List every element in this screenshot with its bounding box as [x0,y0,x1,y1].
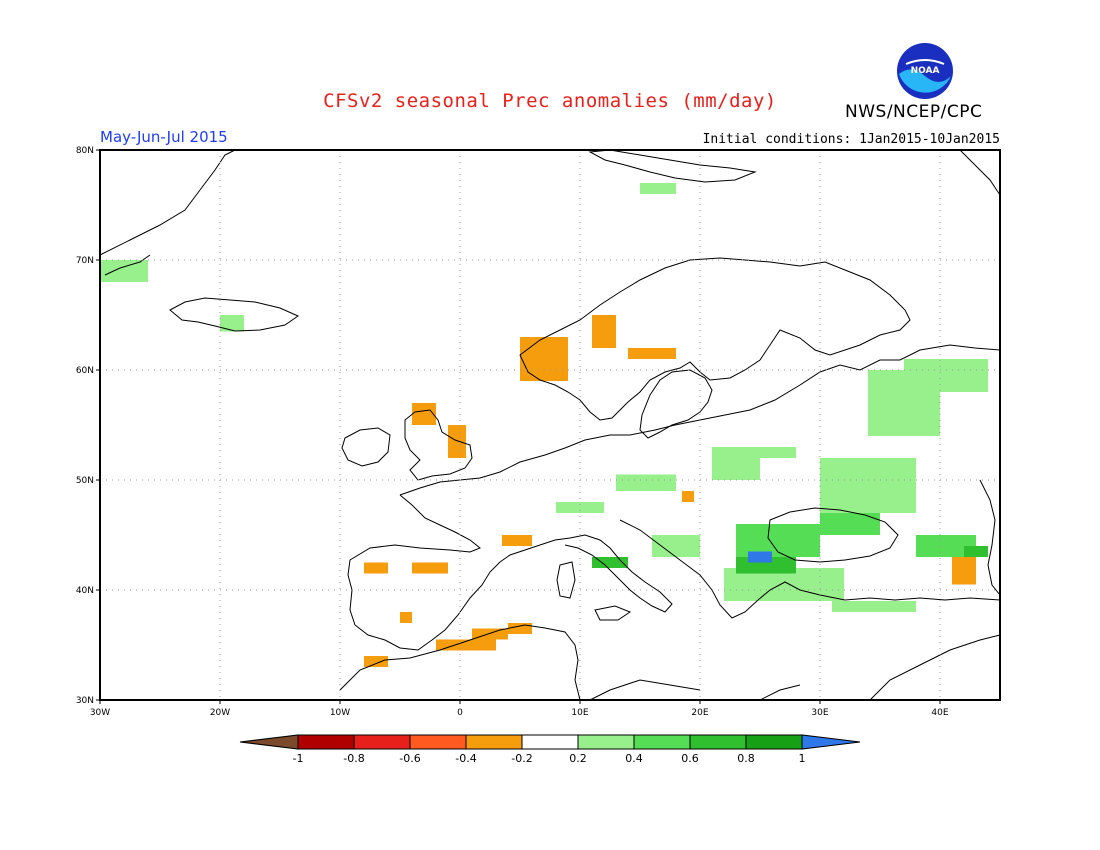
lon-tick-label: 0 [457,708,463,718]
colorbar-swatch [521,734,579,750]
lon-tick-label: 10W [330,708,350,718]
anomaly-cell [364,656,388,667]
anomaly-cell [364,562,388,574]
colorbar-label: -0.4 [455,752,476,765]
lon-tick-label: 30E [811,708,828,718]
anomaly-cell [400,612,412,623]
anomaly-cell [628,348,676,359]
map-frame [99,149,1001,701]
caspian-coastline [979,479,1001,596]
baltic-coastline [639,369,713,439]
anomaly-cell [100,260,148,282]
lon-tick-label: 10E [571,708,588,718]
anomaly-cell [640,183,676,194]
anomaly-cell [652,535,700,557]
colorbar-label: 0.2 [569,752,587,765]
colorbar-label: -0.6 [399,752,420,765]
noaa-logo-text: NOAA [911,66,940,76]
organization-label: NWS/NCEP/CPC [845,102,983,122]
iceland-coastline [169,297,300,332]
lon-tick-label: 20W [210,708,230,718]
lat-tick-label: 40N [76,586,94,596]
initial-conditions-label: Initial conditions: 1Jan2015-10Jan2015 [702,132,1000,147]
italy-coastline [539,534,673,613]
colorbar-swatch [745,734,803,750]
lat-tick-label: 50N [76,476,94,486]
sardinia-coastline [556,561,576,599]
lon-tick-label: 30W [90,708,110,718]
europe-coastline [399,344,1001,496]
colorbar: -1 -0.8 -0.6 -0.4 -0.2 0.2 0.4 0.6 0.8 1 [239,734,861,765]
anomaly-cell [682,491,694,502]
anomaly-cell [520,337,568,381]
colorbar-swatch [689,734,747,750]
greenland-coastline [99,149,236,276]
lat-tick-label: 30N [76,696,94,706]
anomaly-cell [832,601,916,612]
ireland-coastline [341,427,391,467]
colorbar-swatch [353,734,411,750]
lat-tick-label: 60N [76,366,94,376]
anomaly-cell [502,535,532,546]
balkans-coastline [619,519,1001,619]
colorbar-swatch [297,734,355,750]
anomaly-cell [592,557,628,568]
anomaly-cell [556,502,604,513]
svalbard-coastline [588,149,757,183]
colorbar-swatch [577,734,635,750]
black-sea-coastline [767,507,899,563]
grid-layer [100,150,1000,700]
colorbar-min-arrow [239,734,299,750]
colorbar-label: 1 [799,752,806,765]
anomaly-cell [220,315,244,332]
colorbar-label: 0.8 [737,752,755,765]
scandinavia-coastline [519,257,911,421]
anomaly-cell [448,425,466,458]
north-africa-coastline [339,624,1001,701]
colorbar-swatch [409,734,467,750]
anomaly-cell [904,359,988,392]
colorbar-swatch [633,734,691,750]
sicily-coastline [594,605,632,621]
anomaly-cell [592,315,616,348]
colorbar-label: -0.2 [511,752,532,765]
anomaly-cell [820,513,880,535]
colorbar-label: 0.4 [625,752,643,765]
novaya-zemlya-coastline [959,149,1001,196]
anomaly-cell [412,562,448,574]
anomaly-cell [916,535,976,557]
season-label: May-Jun-Jul 2015 [100,128,228,146]
colorbar-label: 0.6 [681,752,699,765]
coastline-layer [99,149,1001,701]
anomaly-layer [100,183,988,667]
anomaly-cell [952,557,976,585]
anomaly-cell [436,639,496,651]
anomaly-cell [748,551,772,563]
britain-coastline [404,409,473,481]
map-title: CFSv2 seasonal Prec anomalies (mm/day) [323,90,777,112]
iberia-coastline [347,494,541,651]
anomaly-cell [508,623,532,634]
lon-tick-label: 20E [691,708,708,718]
anomaly-cell [964,546,988,557]
lat-tick-label: 70N [76,256,94,266]
anomaly-cell [748,447,796,458]
lat-tick-label: 80N [76,146,94,156]
anomaly-cell [820,458,916,513]
anomaly-cell [412,403,436,425]
noaa-logo: NOAA [897,43,953,99]
tick-layer: 30W 20W 10W 0 10E 20E 30E 40E 30N 40N 50N 60N 70N 80N [76,146,949,718]
anomaly-cell [472,628,508,640]
anomaly-cell [616,474,676,491]
lon-tick-label: 40E [931,708,948,718]
colorbar-label: -1 [293,752,304,765]
colorbar-swatch [465,734,523,750]
colorbar-label: -0.8 [343,752,364,765]
colorbar-max-arrow [801,734,861,750]
